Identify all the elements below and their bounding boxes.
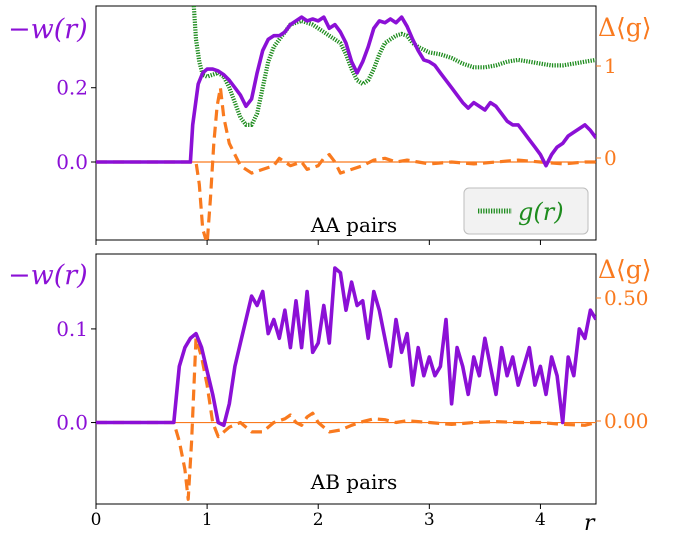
x-axis-label: r	[584, 511, 596, 533]
ab-left-axis-label: −w(r)	[8, 260, 88, 291]
x-tick-label: 3	[424, 510, 435, 530]
aa-right-tick-label: 0	[604, 146, 617, 170]
panel-aa-frame	[95, 5, 597, 241]
aa-left-axis-label: −w(r)	[8, 14, 88, 45]
ab-right-tick-label: 0.50	[604, 286, 649, 310]
panel-ab: 0.00.10.000.500 1 2 3 4 −w(r) Δ⟨g⟩ AB pairs …	[8, 253, 652, 533]
x-tick-label: 2	[313, 510, 324, 530]
aa-right-tick-label: 1	[604, 54, 617, 78]
ab-series-dg	[96, 336, 596, 501]
ab-series-w	[96, 266, 596, 428]
aa-legend-box	[463, 187, 589, 235]
aa-series-g	[191, 6, 596, 127]
x-tick-label: 4	[535, 510, 546, 530]
panel-aa: 0.0 0.2 0 1 −w(r) Δ⟨g⟩ AA pairs g(r)	[8, 5, 652, 245]
ab-right-tick-label: 0.00	[604, 409, 649, 433]
aa-left-tick-label: 0.2	[56, 76, 88, 100]
aa-legend: g(r)	[463, 187, 589, 235]
panel-ab-frame	[95, 253, 597, 505]
x-tick-label: 0	[91, 510, 102, 530]
aa-series-dg	[96, 86, 596, 240]
x-tick-label: 1	[202, 510, 213, 530]
aa-annotation: AA pairs	[310, 213, 397, 237]
ab-left-tick-label: 0.0	[56, 411, 88, 435]
aa-series-w	[96, 15, 596, 168]
aa-left-tick-label: 0.0	[56, 150, 88, 174]
ab-left-tick-label: 0.1	[56, 317, 88, 341]
aa-right-axis-label: Δ⟨g⟩	[598, 13, 652, 42]
aa-legend-label: g(r)	[518, 198, 564, 226]
ab-annotation: AB pairs	[310, 470, 397, 494]
ab-right-axis-label: Δ⟨g⟩	[598, 255, 652, 284]
